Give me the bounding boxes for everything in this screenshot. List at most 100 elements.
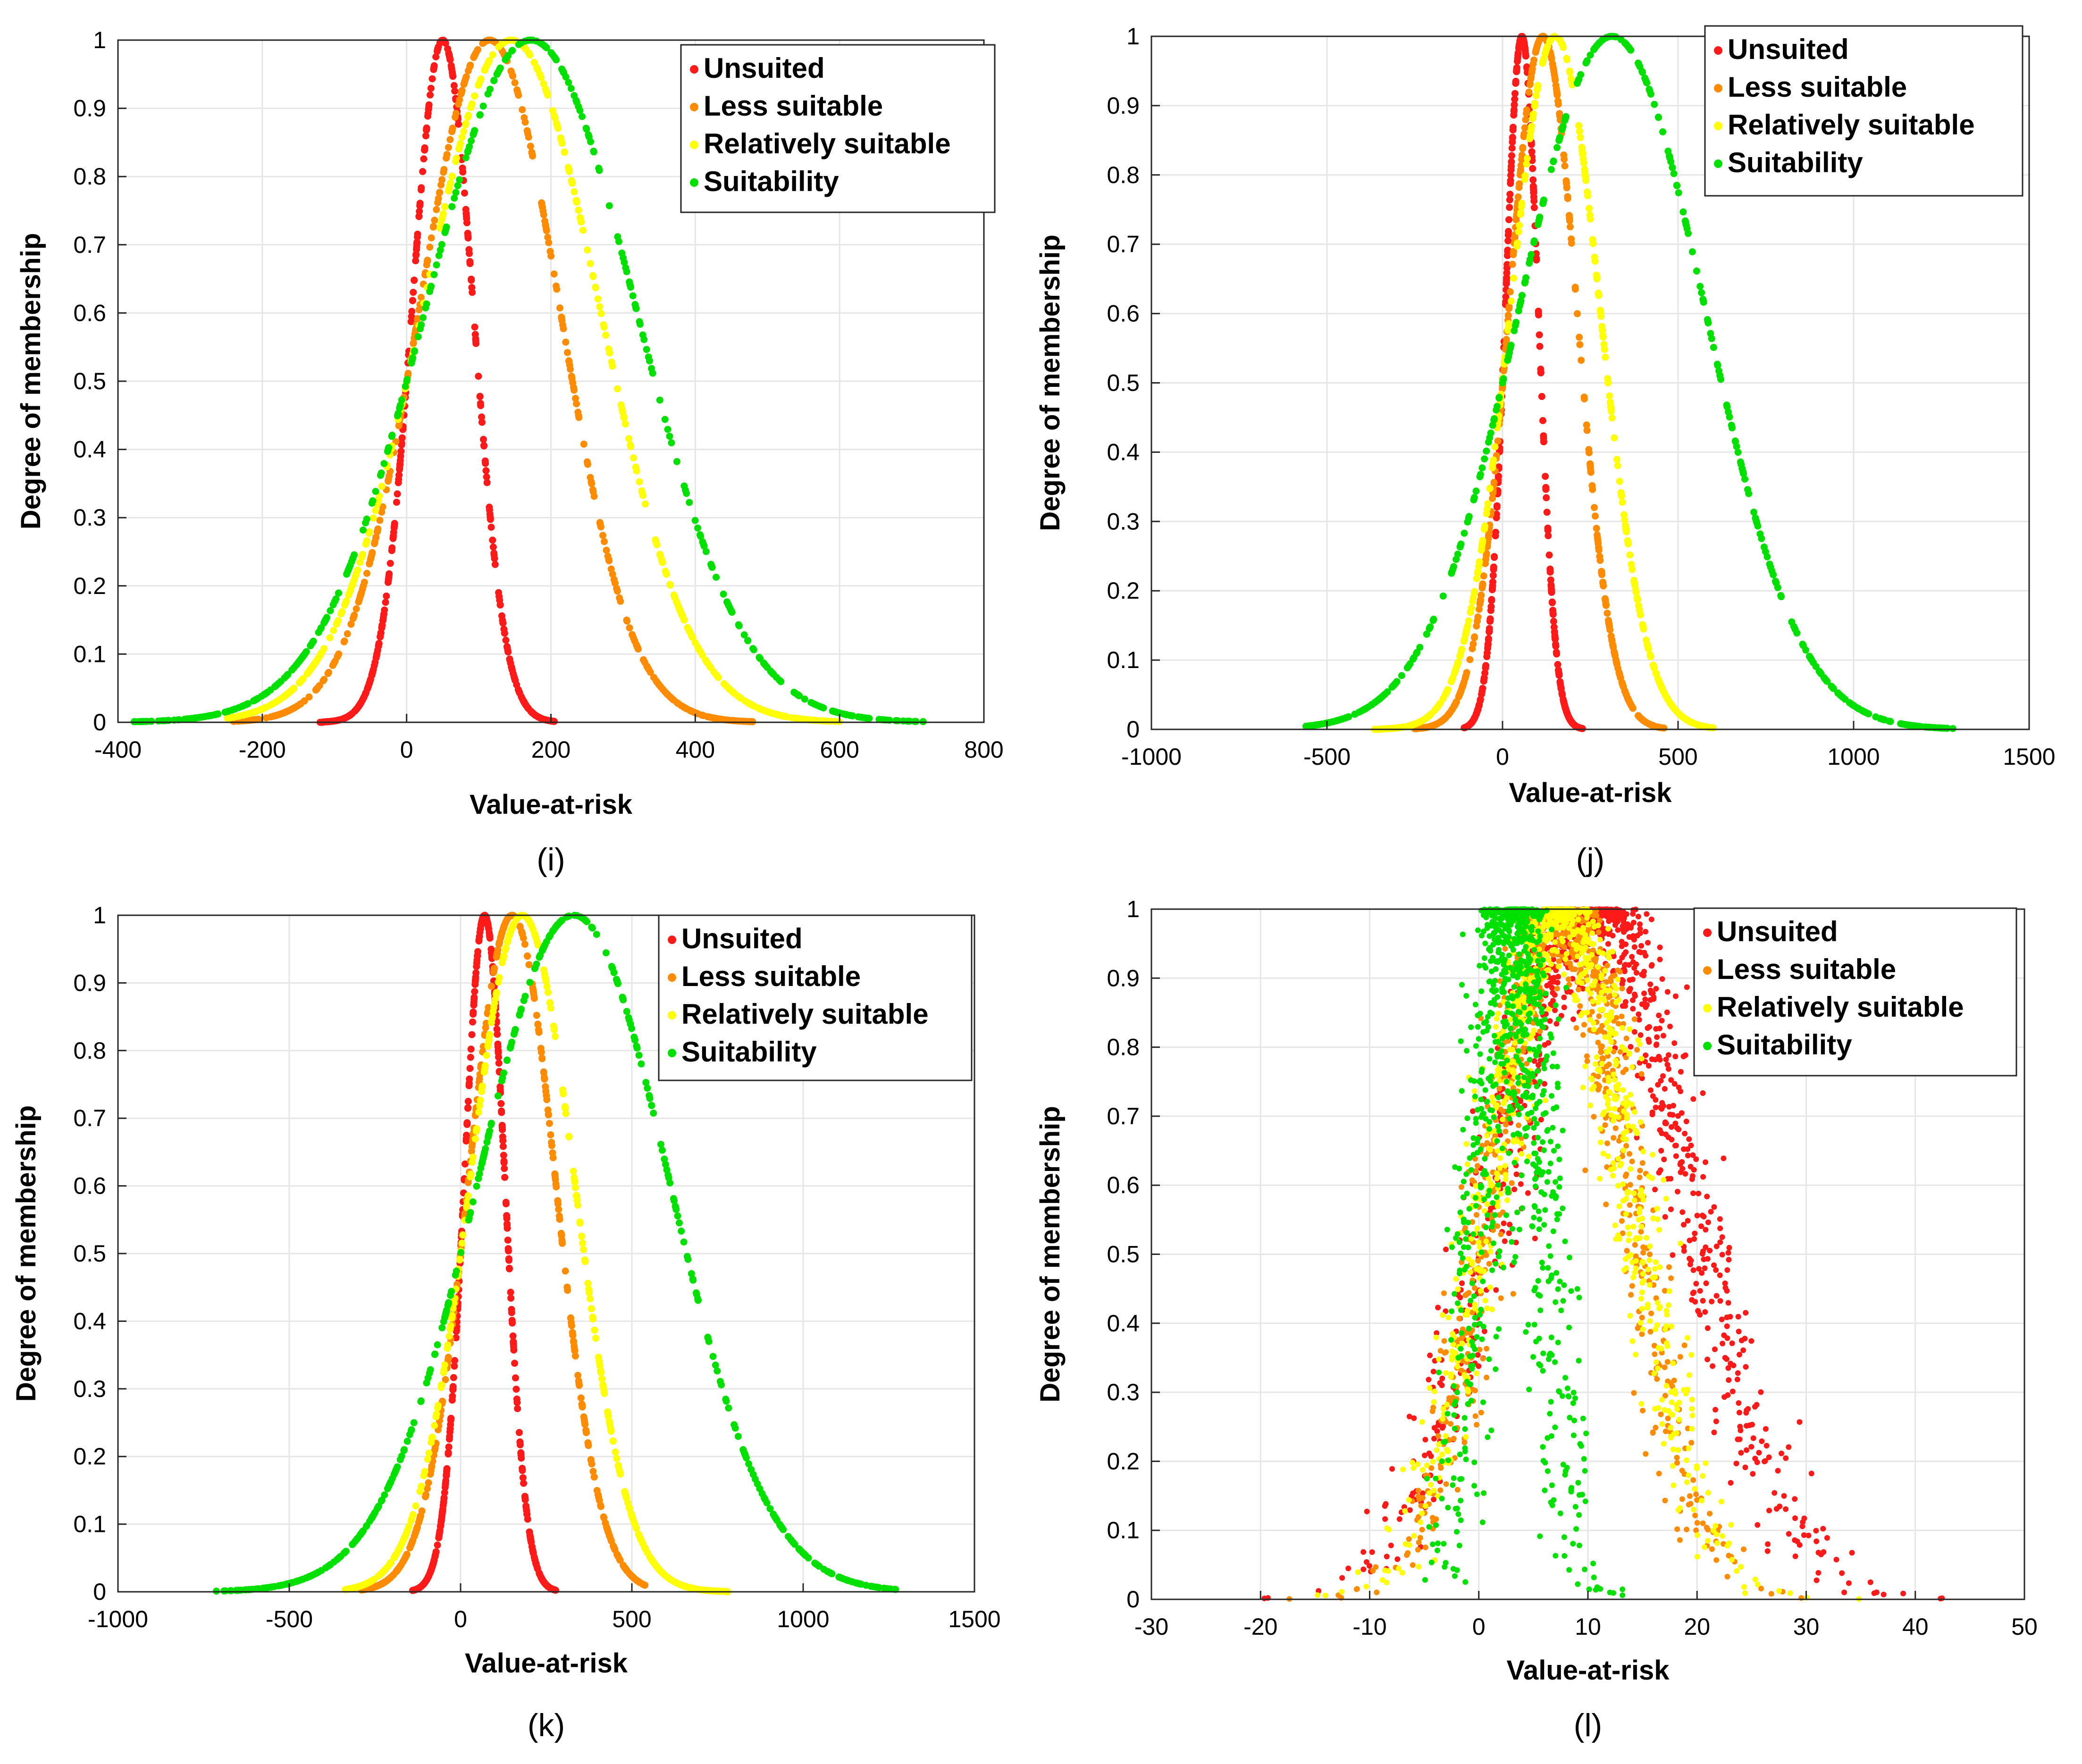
data-point bbox=[428, 75, 436, 83]
data-point bbox=[649, 369, 656, 377]
data-point bbox=[441, 1489, 448, 1496]
data-point bbox=[500, 626, 508, 633]
data-point bbox=[588, 1305, 595, 1313]
data-point bbox=[343, 570, 351, 577]
data-point bbox=[499, 1133, 506, 1141]
y-axis-label: Degree of membership bbox=[1035, 234, 1066, 531]
data-point bbox=[1700, 299, 1707, 306]
data-point bbox=[1470, 496, 1478, 503]
data-point bbox=[1504, 246, 1511, 254]
data-point bbox=[1530, 237, 1538, 245]
data-point bbox=[378, 483, 386, 490]
data-point bbox=[1488, 596, 1495, 603]
data-point bbox=[562, 1110, 570, 1117]
data-point bbox=[543, 89, 550, 96]
data-point bbox=[698, 711, 705, 719]
data-point bbox=[448, 128, 455, 135]
data-point bbox=[570, 1168, 577, 1175]
data-point bbox=[466, 1065, 474, 1072]
data-point bbox=[1597, 312, 1604, 320]
data-point bbox=[318, 624, 325, 632]
data-point bbox=[489, 543, 497, 551]
data-point bbox=[1494, 402, 1501, 410]
data-point bbox=[433, 206, 440, 213]
data-point bbox=[377, 472, 384, 479]
data-point bbox=[491, 560, 499, 568]
y-tick-label: 0.1 bbox=[73, 641, 106, 667]
data-point bbox=[1588, 482, 1596, 489]
data-point bbox=[1554, 661, 1562, 668]
data-point bbox=[487, 983, 495, 990]
data-point bbox=[334, 653, 341, 660]
data-point bbox=[546, 1120, 553, 1127]
data-point bbox=[728, 608, 735, 615]
data-point bbox=[1507, 163, 1515, 170]
data-point bbox=[576, 1381, 583, 1389]
data-point bbox=[673, 699, 681, 706]
data-point bbox=[363, 569, 370, 577]
data-point bbox=[1489, 495, 1496, 502]
data-point bbox=[438, 176, 446, 184]
data-point bbox=[441, 203, 448, 211]
data-point bbox=[1830, 685, 1837, 692]
data-point bbox=[1540, 198, 1547, 206]
legend-entry-label: Less suitable bbox=[704, 90, 883, 122]
data-point bbox=[1817, 670, 1825, 677]
data-point bbox=[349, 555, 356, 562]
data-point bbox=[630, 1518, 638, 1525]
data-point bbox=[1582, 59, 1590, 67]
data-point bbox=[1655, 677, 1662, 685]
data-point bbox=[512, 1374, 519, 1382]
data-point bbox=[1493, 514, 1500, 521]
data-point bbox=[494, 1092, 502, 1100]
data-point bbox=[1563, 56, 1570, 63]
data-point bbox=[458, 134, 466, 141]
data-point bbox=[269, 700, 277, 708]
data-point bbox=[492, 990, 500, 998]
data-point bbox=[542, 1083, 549, 1090]
data-point bbox=[1543, 509, 1551, 516]
data-point bbox=[559, 321, 567, 329]
data-point bbox=[562, 338, 570, 346]
data-point bbox=[587, 474, 594, 481]
data-point bbox=[641, 1581, 648, 1589]
data-point bbox=[662, 568, 669, 575]
data-point bbox=[435, 1532, 443, 1539]
data-point bbox=[1522, 52, 1529, 60]
data-point bbox=[1509, 260, 1516, 268]
data-point bbox=[568, 373, 575, 380]
data-point bbox=[1525, 88, 1533, 96]
data-point bbox=[481, 65, 489, 73]
data-point bbox=[447, 1415, 454, 1423]
data-point bbox=[1398, 672, 1405, 679]
data-point bbox=[1605, 619, 1612, 627]
data-point bbox=[602, 1520, 609, 1527]
data-point bbox=[529, 1547, 537, 1555]
panel-label: (i) bbox=[537, 842, 565, 878]
data-point bbox=[560, 1090, 567, 1097]
data-point bbox=[1457, 651, 1464, 658]
data-point bbox=[1556, 110, 1563, 117]
legend-marker bbox=[1714, 122, 1722, 130]
data-point bbox=[644, 1085, 651, 1092]
data-point bbox=[325, 669, 332, 676]
data-point bbox=[1547, 53, 1555, 60]
data-point bbox=[623, 268, 630, 276]
data-point bbox=[635, 1052, 643, 1059]
data-point bbox=[503, 643, 511, 650]
data-point bbox=[1490, 565, 1497, 573]
data-point bbox=[412, 251, 420, 258]
data-point bbox=[1469, 717, 1477, 724]
data-point bbox=[420, 1580, 428, 1588]
data-point bbox=[1574, 310, 1581, 318]
data-point bbox=[479, 435, 487, 443]
data-point bbox=[1537, 368, 1545, 376]
data-point bbox=[1594, 537, 1602, 544]
data-point bbox=[445, 49, 453, 57]
data-point bbox=[568, 1319, 575, 1326]
data-point bbox=[547, 252, 555, 260]
data-point bbox=[378, 624, 386, 631]
data-point bbox=[424, 1455, 431, 1463]
data-point bbox=[231, 705, 238, 713]
data-point bbox=[396, 466, 403, 473]
